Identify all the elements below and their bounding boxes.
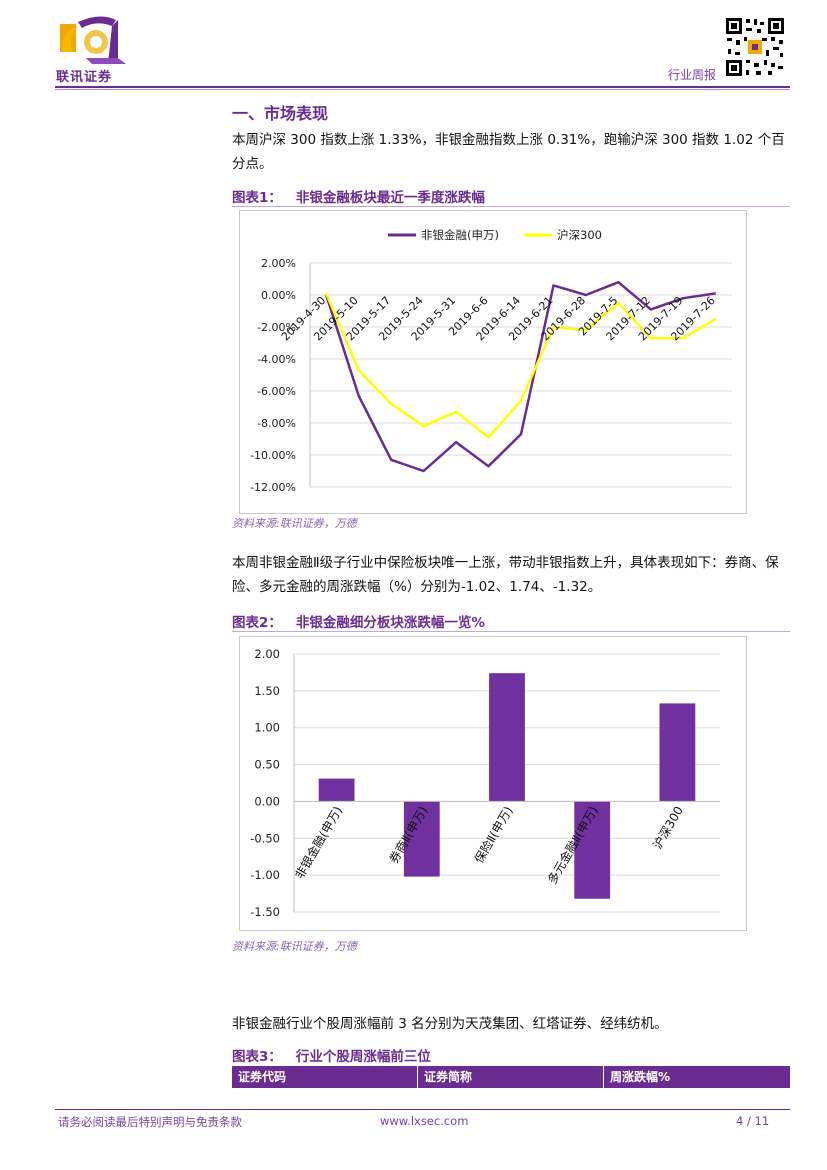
y-tick-label: -1.50 <box>250 905 280 919</box>
figure-2-number: 图表2： <box>232 615 282 631</box>
legend-label: 非银金融(申万) <box>421 228 499 242</box>
bar-chart: 2.00 1.50 1.00 0.50 0.00 -0.50 -1.00 -1.50 非银金融(… <box>250 647 720 919</box>
y-tick-label: 0.00 <box>254 794 280 808</box>
y-tick-label: -6.00% <box>257 385 296 398</box>
y-tick-label: 2.00% <box>261 257 296 270</box>
figure-3-number: 图表3： <box>232 1049 282 1065</box>
qr-code-icon <box>724 16 786 78</box>
series-line <box>325 292 717 439</box>
y-tick-label: -1.00 <box>250 868 280 882</box>
figure-2-caption: 非银金融细分板块涨跌幅一览% <box>295 615 485 631</box>
bar <box>489 673 525 802</box>
footer-disclaimer: 请务必阅读最后特别声明与免责条款 <box>58 1115 242 1129</box>
series-line <box>325 280 716 473</box>
y-tick-label: -2.00% <box>257 321 296 334</box>
bar <box>318 778 355 802</box>
y-tick-label: -8.00% <box>257 417 296 430</box>
figure-1-rule <box>232 206 790 207</box>
table-header-code: 证券代码 <box>232 1066 418 1088</box>
y-tick-label: -4.00% <box>257 353 296 366</box>
figure-1-source: 资料来源:联讯证券，万德 <box>232 517 357 530</box>
figure-2-source: 资料来源:联讯证券，万德 <box>232 940 357 953</box>
footer-divider <box>55 1109 790 1110</box>
x-tick-label: 非银金融(申万) <box>292 803 346 881</box>
paragraph-top-stocks: 非银金融行业个股周涨幅前 3 名分别为天茂集团、红塔证券、经纬纺机。 <box>232 1016 668 1032</box>
figure-3-title: 图表3： 行业个股周涨幅前三位 <box>232 1045 431 1065</box>
figure-1-number: 图表1： <box>232 190 282 206</box>
y-tick-label: 2.00 <box>254 647 280 661</box>
company-logo <box>60 16 126 64</box>
figure-3-caption: 行业个股周涨幅前三位 <box>295 1049 431 1065</box>
y-tick-label: -10.00% <box>250 449 296 462</box>
y-tick-label: 0.50 <box>254 758 280 772</box>
figure-2-title: 图表2： 非银金融细分板块涨跌幅一览% <box>232 611 485 631</box>
page-number: 4 / 11 <box>736 1114 770 1128</box>
legend-label: 沪深300 <box>557 228 602 242</box>
x-tick-label: 沪深300 <box>650 804 686 852</box>
figure-2-rule <box>232 631 790 632</box>
section-title: 一、市场表现 <box>232 104 329 123</box>
line-chart: 2.00% 0.00% -2.00% -4.00% -6.00% -8.00% -10.00… <box>250 228 732 494</box>
bar <box>403 801 440 877</box>
x-tick-label: 保险Ⅱ(申万) <box>471 803 516 865</box>
bar-chart-container: 2.00 1.50 1.00 0.50 0.00 -0.50 -1.00 -1.50 非银金融(… <box>239 636 747 931</box>
y-tick-label: -12.00% <box>250 481 296 494</box>
table-header-change: 周涨跌幅% <box>610 1070 671 1084</box>
bar <box>659 703 696 802</box>
line-chart-container: 2.00% 0.00% -2.00% -4.00% -6.00% -8.00% -10.00… <box>239 210 747 514</box>
logo-text: 联讯证券 <box>56 70 113 85</box>
table-header-name: 证券简称 <box>418 1066 604 1088</box>
y-tick-label: 0.00% <box>261 289 296 302</box>
paragraph-market-summary: 本周沪深 300 指数上涨 1.33%，非银金融指数上涨 0.31%，跑输沪深 … <box>232 132 785 172</box>
footer-url: www.lxsec.com <box>380 1114 469 1128</box>
y-tick-label: 1.50 <box>254 684 280 698</box>
table-3-header: 证券代码 证券简称 周涨跌幅% <box>232 1066 790 1088</box>
header-divider <box>55 86 790 88</box>
figure-1-title: 图表1： 非银金融板块最近一季度涨跌幅 <box>232 186 485 206</box>
y-tick-label: -0.50 <box>250 831 280 845</box>
paragraph-subsector-summary: 本周非银金融Ⅱ级子行业中保险板块唯一上涨，带动非银指数上升，具体表现如下：券商、… <box>232 555 779 595</box>
report-type-label: 行业周报 <box>668 68 717 82</box>
figure-1-caption: 非银金融板块最近一季度涨跌幅 <box>295 190 485 206</box>
y-tick-label: 1.00 <box>254 721 280 735</box>
header-divider-thin <box>55 89 790 90</box>
bar <box>574 801 611 899</box>
